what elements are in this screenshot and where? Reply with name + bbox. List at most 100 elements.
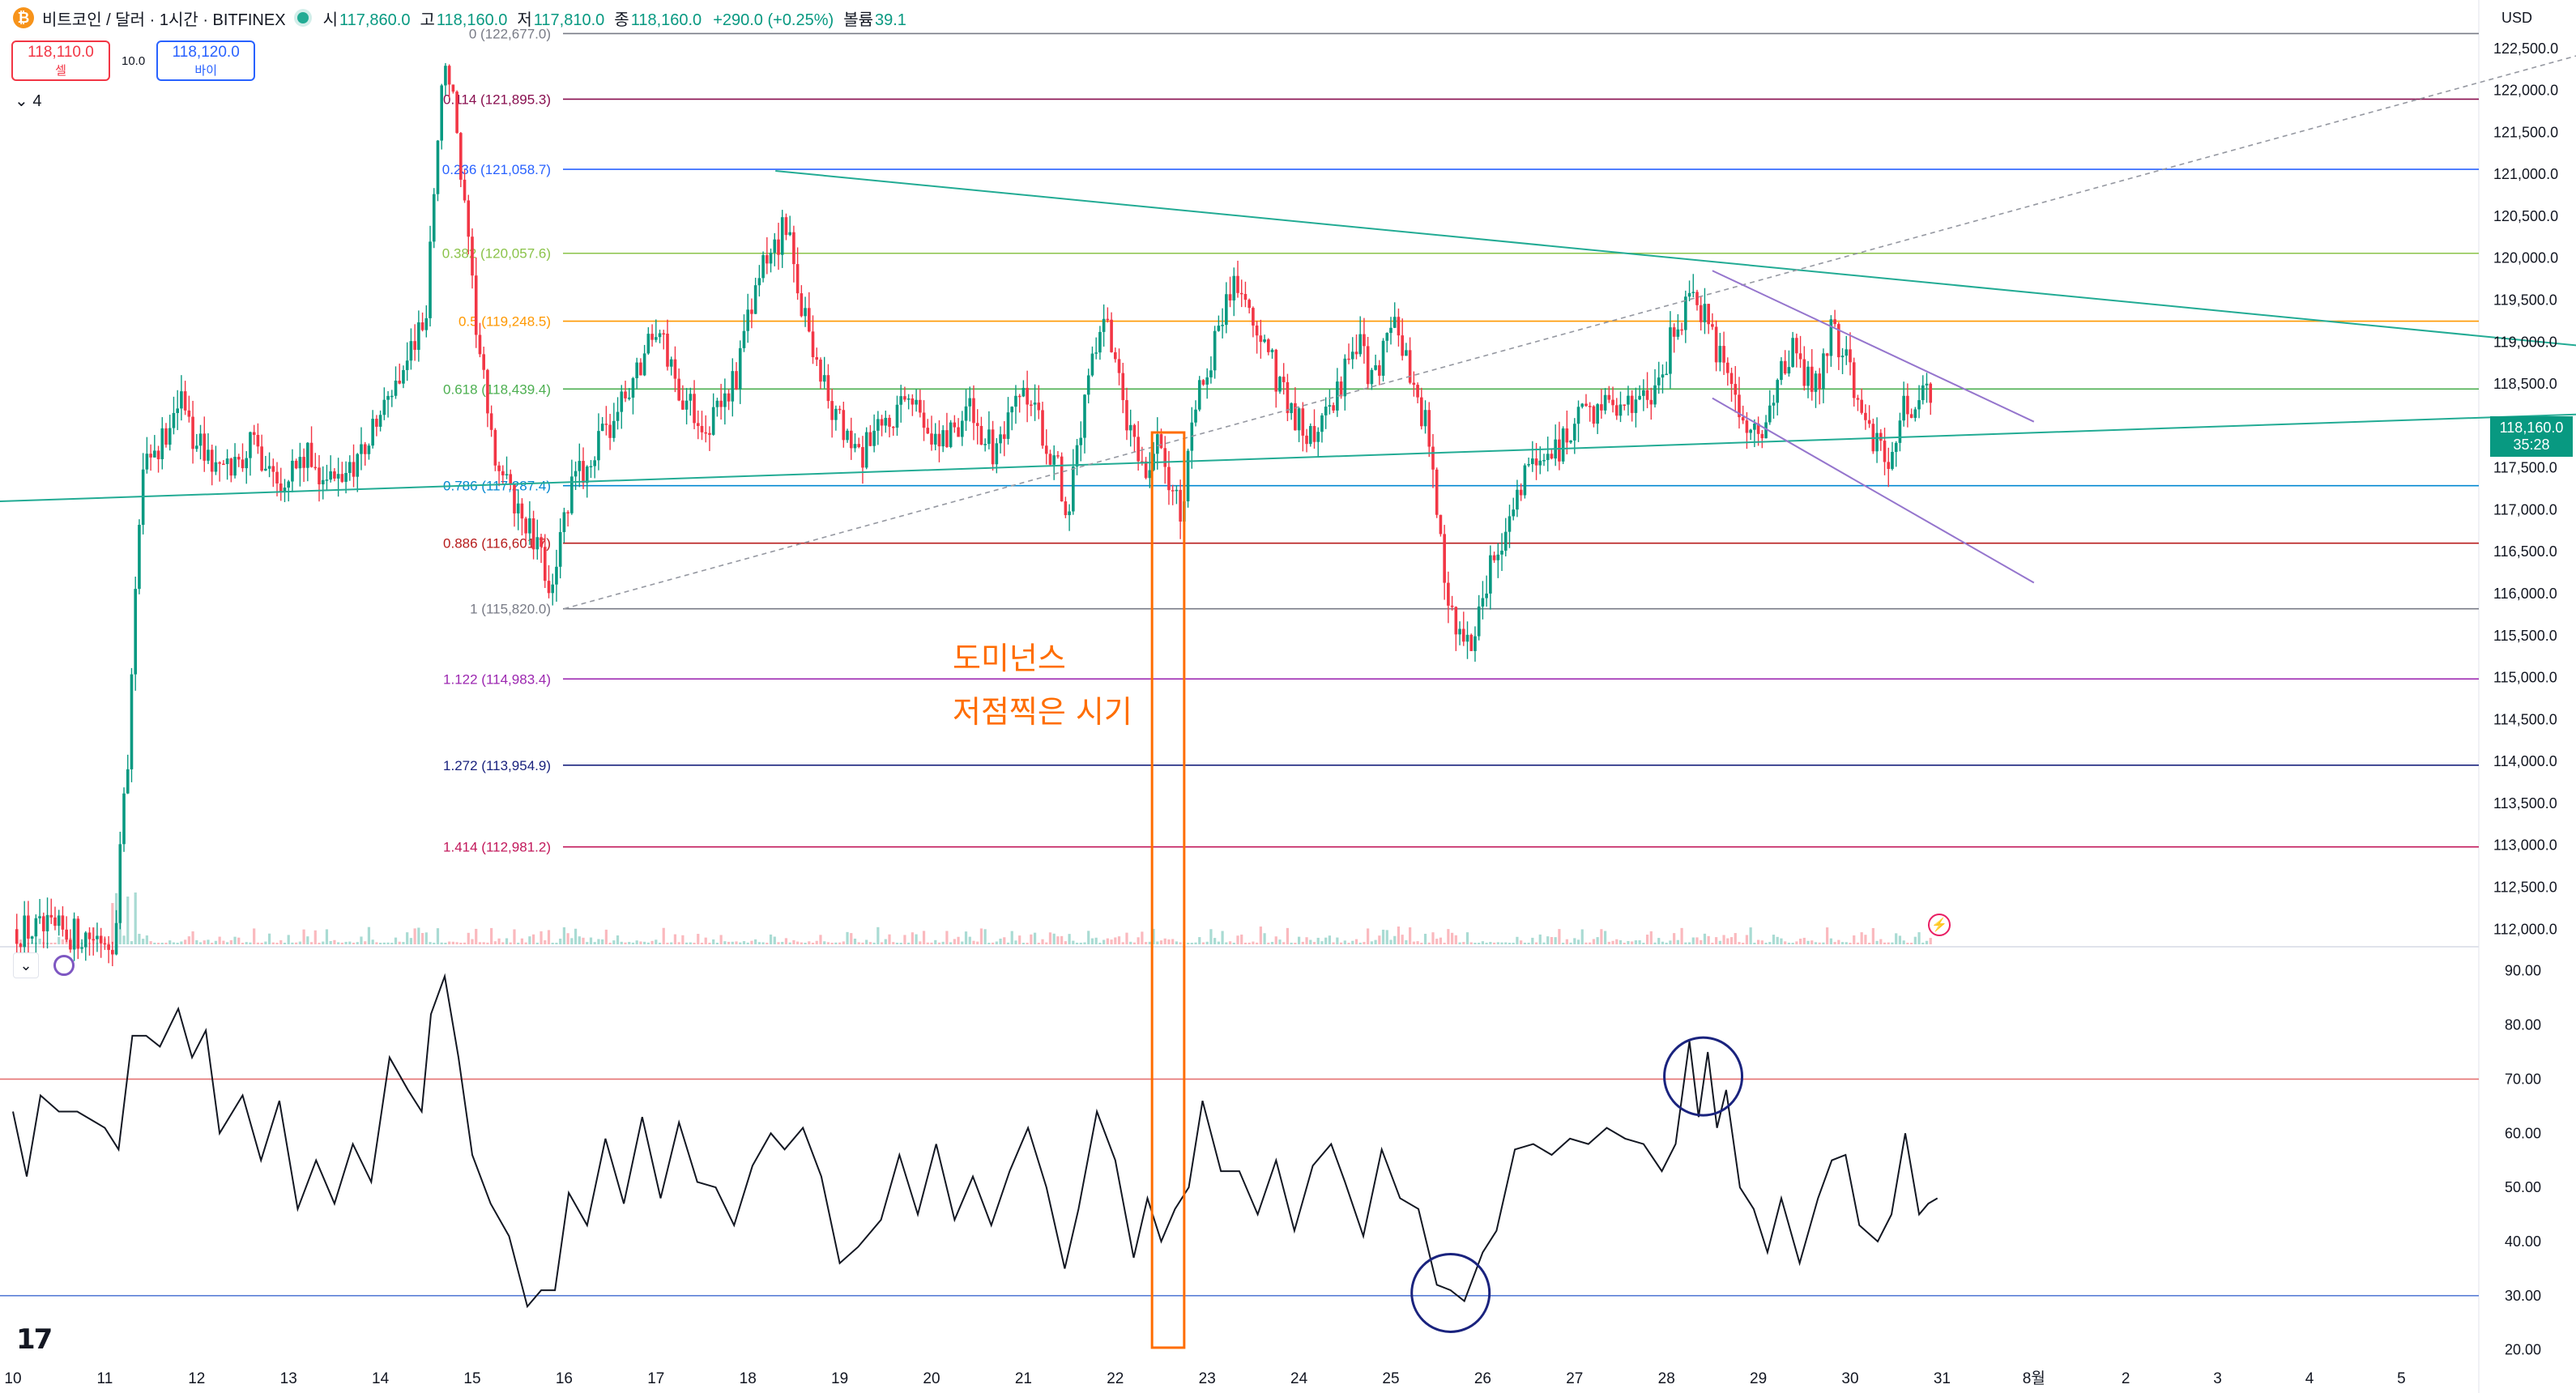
rsi-panel xyxy=(0,973,2479,1309)
candle-body-283 xyxy=(1098,331,1102,353)
volume-bar-55 xyxy=(226,942,229,944)
volume-bar-219 xyxy=(853,938,857,944)
volume-bar-291 xyxy=(1129,941,1132,944)
volume-bar-184 xyxy=(719,935,723,944)
buy-button[interactable]: 118,120.0 바이 xyxy=(156,40,256,81)
candle-body-231 xyxy=(899,396,902,405)
candle-body-320 xyxy=(1239,292,1243,295)
candle-body-483 xyxy=(1864,412,1867,420)
volume-bar-421 xyxy=(1627,940,1630,944)
candle-body-139 xyxy=(547,581,551,594)
candle-body-404 xyxy=(1561,428,1565,462)
candle-body-194 xyxy=(757,278,761,286)
volume-bar-114 xyxy=(451,941,454,944)
ohlc-label-5: 볼륨 xyxy=(843,11,873,29)
refresh-icon[interactable] xyxy=(53,955,75,976)
candle-body-92 xyxy=(367,445,371,454)
fib-level-label-0: 0 (122,677.0) xyxy=(469,26,551,41)
volume-bar-233 xyxy=(907,942,911,944)
candle-body-42 xyxy=(176,408,179,413)
candle-body-52 xyxy=(214,462,218,472)
candle-body-17 xyxy=(80,947,83,949)
volume-bar-383 xyxy=(1481,941,1484,944)
volume-bar-186 xyxy=(727,941,731,944)
volume-bar-361 xyxy=(1397,927,1401,944)
symbol-title[interactable]: 비트코인 / 달러 · 1시간 · BITFINEX xyxy=(42,11,286,29)
candle-body-20 xyxy=(92,939,96,941)
candle-body-207 xyxy=(808,308,811,332)
candle-body-227 xyxy=(884,417,888,426)
candle-body-496 xyxy=(1913,409,1917,418)
candle-body-495 xyxy=(1909,414,1913,418)
candle-body-466 xyxy=(1798,353,1802,360)
tradingview-logo[interactable]: 17 xyxy=(16,1323,53,1356)
candle-body-395 xyxy=(1527,464,1530,466)
time-tick-7: 17 xyxy=(647,1370,664,1387)
rsi-tick-7: 90.00 xyxy=(2505,963,2541,979)
candle-body-137 xyxy=(540,537,543,547)
volume-bar-136 xyxy=(535,942,539,944)
volume-bar-394 xyxy=(1523,942,1526,944)
currency-label[interactable]: USD xyxy=(2501,10,2533,26)
volume-bar-65 xyxy=(264,941,267,944)
candle-body-349 xyxy=(1350,351,1354,360)
indicators-toggle[interactable]: ⌄ 4 xyxy=(15,91,41,111)
sell-button[interactable]: 118,110.0 셀 xyxy=(11,40,110,81)
fib-level-label-7: 0.886 (116,601.7) xyxy=(443,536,551,552)
candle-body-368 xyxy=(1423,410,1427,427)
ohlc-value-0: 117,860.0 xyxy=(339,11,411,29)
volume-bar-255 xyxy=(992,942,995,944)
volume-bar-296 xyxy=(1148,941,1151,944)
candle-body-35 xyxy=(149,454,152,458)
chevron-down-icon[interactable]: ⌄ xyxy=(13,952,39,978)
volume-bar-426 xyxy=(1645,935,1649,944)
candle-body-255 xyxy=(991,429,995,465)
lightning-icon[interactable]: ⚡ xyxy=(1928,914,1951,936)
chart-gridlines xyxy=(0,0,2480,1393)
candle-body-473 xyxy=(1825,353,1829,356)
price-tick-20: 122,000.0 xyxy=(2493,83,2558,99)
fibonacci-retracement[interactable]: 0 (122,677.0) 0.114 (121,895.3) 0.236 (121… xyxy=(442,26,2479,855)
candle-body-397 xyxy=(1534,458,1538,466)
volume-bar-323 xyxy=(1252,941,1255,944)
candle-body-247 xyxy=(961,420,964,437)
volume-bar-486 xyxy=(1875,940,1879,944)
candle-body-288 xyxy=(1117,359,1121,373)
candle-body-499 xyxy=(1925,383,1929,386)
candle-body-193 xyxy=(753,285,757,314)
trendlines[interactable] xyxy=(0,53,2576,610)
volume-bar-206 xyxy=(804,943,807,944)
candle-body-119 xyxy=(471,236,474,276)
candle-body-461 xyxy=(1780,360,1783,381)
volume-bar-100 xyxy=(398,941,401,944)
candle-body-171 xyxy=(669,359,673,367)
annotations[interactable] xyxy=(1150,431,1744,1349)
volume-bar-254 xyxy=(987,942,991,944)
volume-bar-167 xyxy=(655,939,658,944)
candle-body-387 xyxy=(1496,554,1500,560)
volume-bar-334 xyxy=(1294,942,1297,944)
volume-bar-60 xyxy=(245,942,248,944)
price-tick-6: 115,000.0 xyxy=(2493,670,2557,686)
volume-bar-101 xyxy=(402,942,405,944)
price-tick-21: 122,500.0 xyxy=(2493,40,2558,57)
candle-body-249 xyxy=(968,398,972,407)
volume-bar-178 xyxy=(697,934,700,944)
candle-body-359 xyxy=(1389,327,1392,334)
volume-bar-273 xyxy=(1060,935,1064,944)
candle-body-77 xyxy=(309,442,313,467)
volume-bar-500 xyxy=(1929,938,1932,944)
volume-bar-117 xyxy=(463,942,467,944)
candle-body-154 xyxy=(604,424,608,425)
candle-body-498 xyxy=(1921,385,1925,401)
candle-body-197 xyxy=(769,252,773,264)
candle-body-71 xyxy=(287,481,290,488)
volume-bar-440 xyxy=(1700,939,1703,944)
volume-bar-183 xyxy=(715,943,719,944)
volume-bar-348 xyxy=(1347,943,1350,944)
candle-body-376 xyxy=(1454,607,1458,635)
volume-bar-415 xyxy=(1604,931,1607,944)
time-tick-16: 26 xyxy=(1474,1370,1491,1387)
price-tick-8: 116,000.0 xyxy=(2493,586,2557,602)
